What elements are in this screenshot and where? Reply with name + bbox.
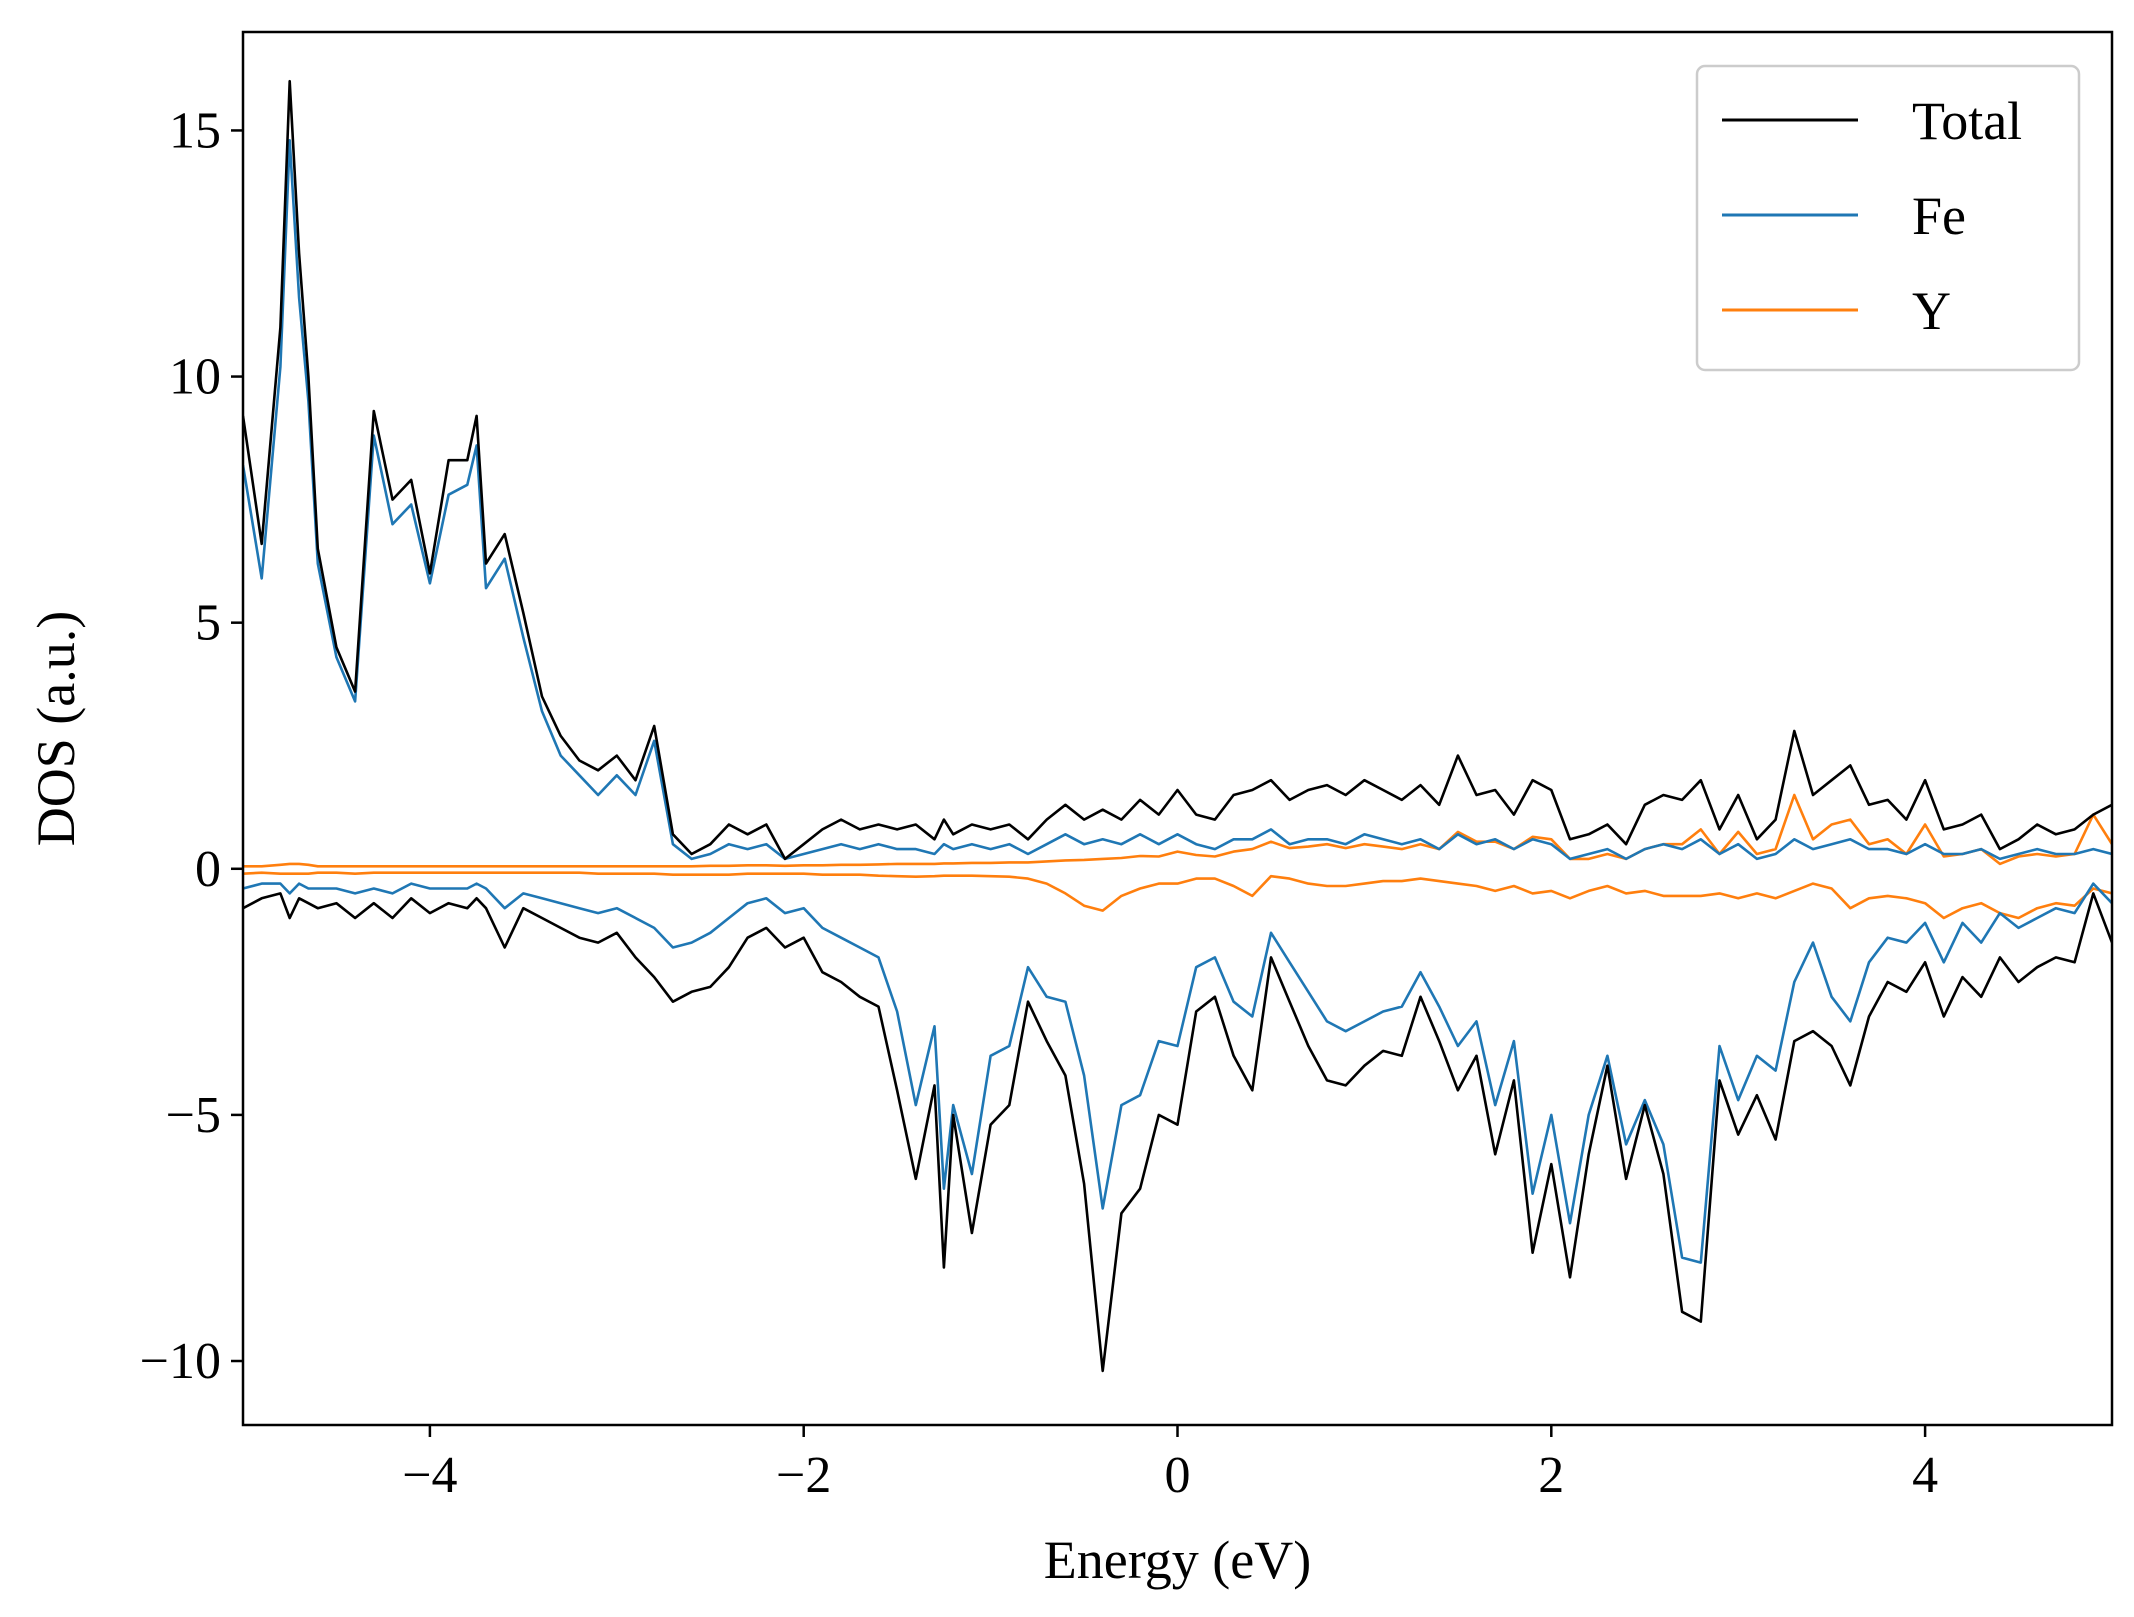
series-line-y-up — [243, 793, 2112, 868]
series-layer — [243, 79, 2112, 1373]
x-axis: −4 −2 0 2 4 — [402, 1425, 1938, 1504]
x-tick-label: 4 — [1912, 1447, 1938, 1504]
x-tick-label: 2 — [1538, 1447, 1564, 1504]
series-line-fe-down — [243, 882, 2112, 1264]
legend-label-y: Y — [1912, 281, 1951, 341]
legend-box — [1695, 64, 2081, 372]
x-axis-label: Energy (eV) — [1044, 1530, 1311, 1590]
y-tick-label: 5 — [195, 595, 221, 652]
x-tick-label: −4 — [402, 1447, 457, 1504]
x-tick-label: 0 — [1165, 1447, 1191, 1504]
y-tick-label: 0 — [195, 841, 221, 898]
series-line-y-down — [243, 871, 2112, 920]
x-tick-label: −2 — [776, 1447, 831, 1504]
y-tick-label: 10 — [169, 349, 221, 406]
series-line-total-up — [243, 79, 2112, 861]
series-line-fe-up — [243, 139, 2112, 861]
legend-label-total: Total — [1912, 91, 2022, 151]
y-axis-label: DOS (a.u.) — [26, 611, 86, 846]
y-tick-label: −5 — [166, 1087, 221, 1144]
legend-label-fe: Fe — [1912, 186, 1966, 246]
legend: Total Fe Y — [1695, 64, 2081, 372]
y-tick-label: 15 — [169, 102, 221, 159]
y-tick-label: −10 — [140, 1333, 221, 1390]
y-axis: −10 −5 0 5 10 15 — [140, 102, 243, 1390]
series-line-total-down — [243, 892, 2112, 1373]
